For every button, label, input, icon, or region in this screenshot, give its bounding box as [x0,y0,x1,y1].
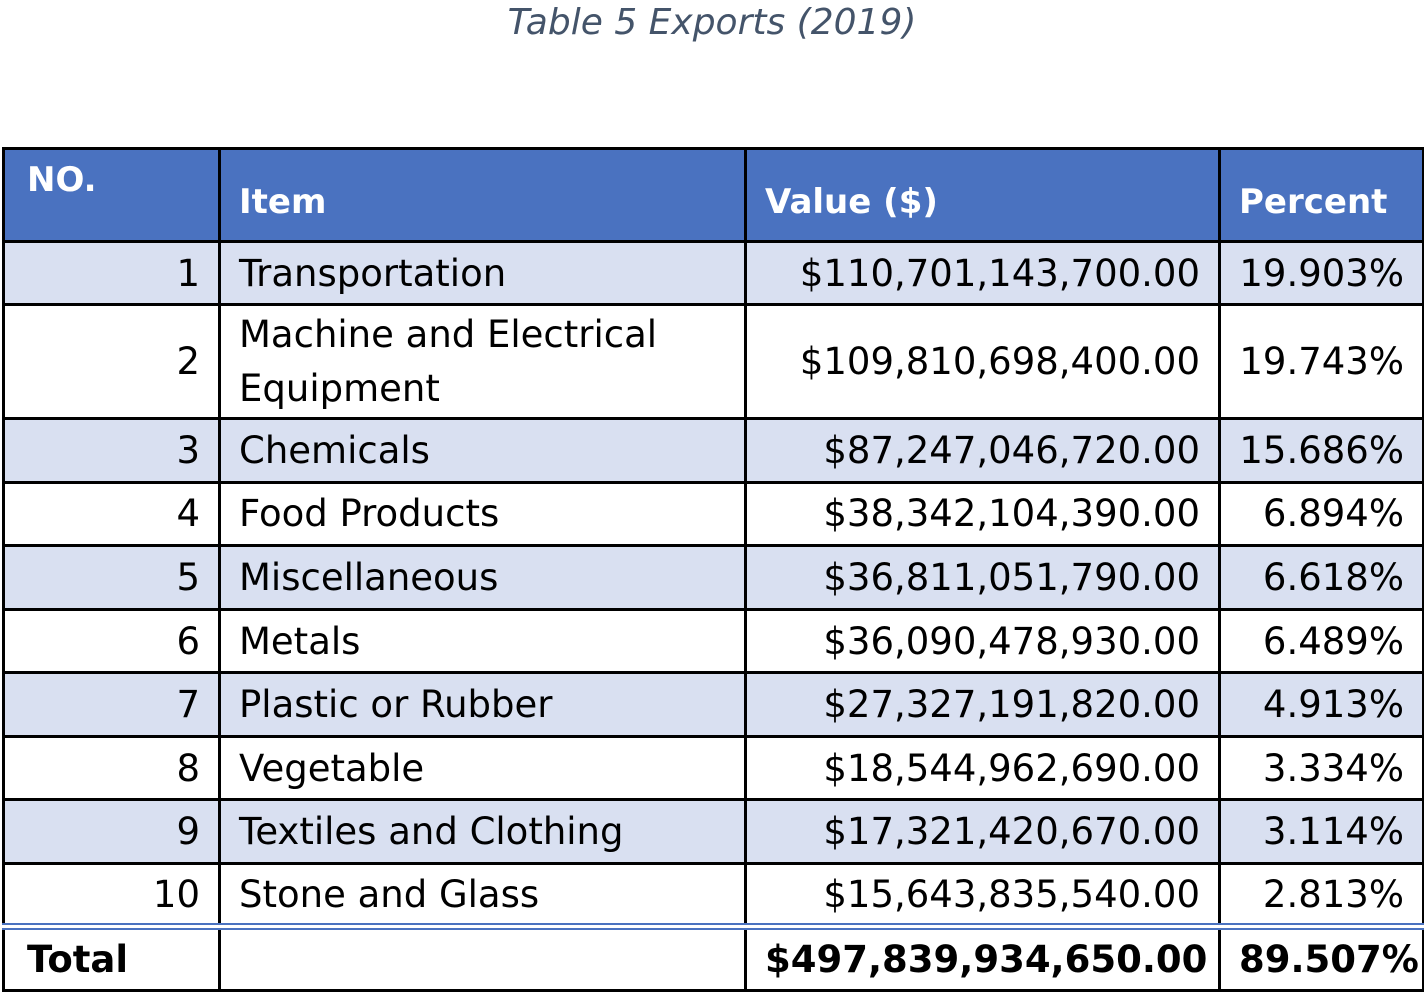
row-item: Transportation [218,239,747,307]
row-percent: 4.913% [1218,671,1424,738]
total-item [218,923,747,992]
row-value: $27,327,191,820.00 [744,671,1221,738]
row-percent: 15.686% [1218,417,1424,484]
total-value: $497,839,934,650.00 [744,923,1221,992]
row-value: $18,544,962,690.00 [744,734,1221,802]
row-percent: 6.618% [1218,544,1424,611]
row-percent: 19.903% [1218,239,1424,307]
row-number: 8 [2,734,221,802]
table-row: 9 Textiles and Clothing $17,321,420,670.… [2,798,1424,865]
row-number: 3 [2,417,221,484]
row-value: $15,643,835,540.00 [744,861,1221,929]
table-caption: Table 5 Exports (2019) [507,2,917,43]
row-value: $87,247,046,720.00 [744,417,1221,484]
table-row: 8 Vegetable $18,544,962,690.00 3.334% [2,734,1424,802]
row-item: Machine and Electrical Equipment [218,303,747,421]
row-percent: 6.894% [1218,480,1424,548]
table-row: 3 Chemicals $87,247,046,720.00 15.686% [2,417,1424,484]
row-value: $38,342,104,390.00 [744,480,1221,548]
total-row: Total $497,839,934,650.00 89.507% [2,923,1424,992]
row-item: Food Products [218,480,747,548]
row-percent: 19.743% [1218,303,1424,421]
table-row: 4 Food Products $38,342,104,390.00 6.894… [2,480,1424,548]
row-number: 10 [2,861,221,929]
row-value: $36,090,478,930.00 [744,607,1221,675]
row-value: $110,701,143,700.00 [744,239,1221,307]
row-number: 9 [2,798,221,865]
total-percent: 89.507% [1218,923,1424,992]
row-item: Plastic or Rubber [218,671,747,738]
total-label: Total [2,923,221,992]
row-percent: 6.489% [1218,607,1424,675]
table-row: 10 Stone and Glass $15,643,835,540.00 2.… [2,861,1424,929]
row-item: Metals [218,607,747,675]
row-item: Vegetable [218,734,747,802]
column-header-no: NO. [2,147,221,243]
column-header-item: Item [218,147,747,243]
table-header-row: NO. Item Value ($) Percent [2,147,1424,243]
column-header-percent: Percent [1218,147,1424,243]
table-row: 5 Miscellaneous $36,811,051,790.00 6.618… [2,544,1424,611]
row-value: $36,811,051,790.00 [744,544,1221,611]
row-item: Miscellaneous [218,544,747,611]
row-number: 5 [2,544,221,611]
column-header-value: Value ($) [744,147,1221,243]
row-item: Textiles and Clothing [218,798,747,865]
table-row: 2 Machine and Electrical Equipment $109,… [2,303,1424,421]
row-item: Chemicals [218,417,747,484]
row-percent: 3.334% [1218,734,1424,802]
row-number: 4 [2,480,221,548]
row-number: 7 [2,671,221,738]
row-number: 6 [2,607,221,675]
table-row: 1 Transportation $110,701,143,700.00 19.… [2,239,1424,307]
row-number: 1 [2,239,221,307]
table-row: 6 Metals $36,090,478,930.00 6.489% [2,607,1424,675]
row-percent: 2.813% [1218,861,1424,929]
row-item: Stone and Glass [218,861,747,929]
table-row: 7 Plastic or Rubber $27,327,191,820.00 4… [2,671,1424,738]
row-number: 2 [2,303,221,421]
exports-table: NO. Item Value ($) Percent 1 Transportat… [2,147,1424,992]
row-value: $17,321,420,670.00 [744,798,1221,865]
row-value: $109,810,698,400.00 [744,303,1221,421]
row-percent: 3.114% [1218,798,1424,865]
